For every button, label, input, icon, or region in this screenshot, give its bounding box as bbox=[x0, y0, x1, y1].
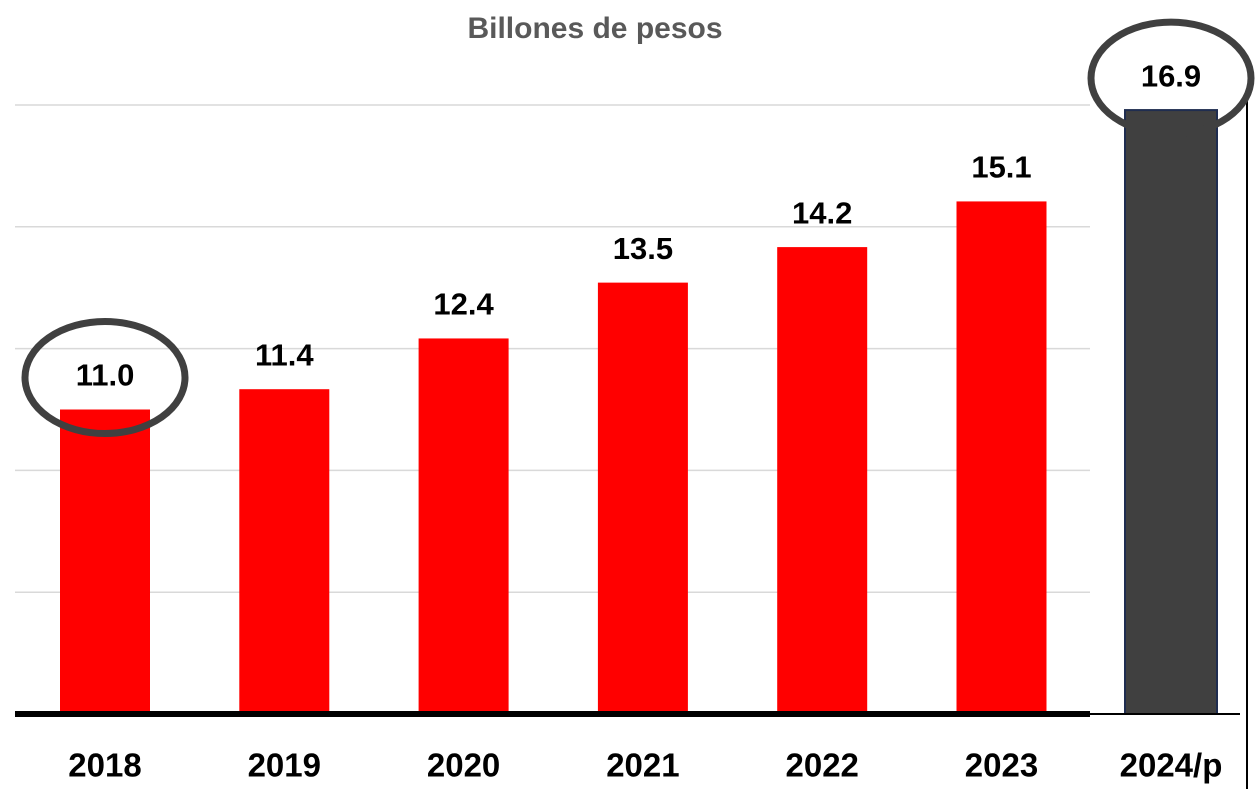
bar bbox=[239, 389, 330, 714]
x-tick-label: 2018 bbox=[68, 747, 141, 784]
highlight-ring bbox=[21, 318, 189, 437]
data-label: 11.0 bbox=[76, 358, 135, 393]
x-tick-label: 2023 bbox=[965, 747, 1038, 784]
data-label: 12.4 bbox=[433, 287, 494, 322]
bar bbox=[60, 409, 150, 714]
highlight-ring bbox=[1087, 18, 1255, 138]
bar bbox=[1124, 109, 1218, 715]
data-label: 11.4 bbox=[255, 337, 314, 372]
x-tick-label: 2022 bbox=[785, 747, 858, 784]
bar bbox=[597, 282, 688, 714]
chart-title: Billones de pesos bbox=[467, 12, 722, 45]
bar bbox=[418, 338, 509, 714]
x-tick-label: 2021 bbox=[606, 747, 679, 784]
x-tick-label: 2024/p bbox=[1120, 747, 1223, 784]
data-label: 15.1 bbox=[971, 150, 1031, 185]
data-label: 14.2 bbox=[792, 195, 852, 230]
data-label: 13.5 bbox=[613, 231, 673, 266]
x-tick-label: 2019 bbox=[248, 747, 321, 784]
bar bbox=[777, 247, 868, 714]
bar bbox=[956, 201, 1047, 715]
x-tick-label: 2020 bbox=[427, 747, 500, 784]
data-label: 16.9 bbox=[1141, 58, 1201, 93]
